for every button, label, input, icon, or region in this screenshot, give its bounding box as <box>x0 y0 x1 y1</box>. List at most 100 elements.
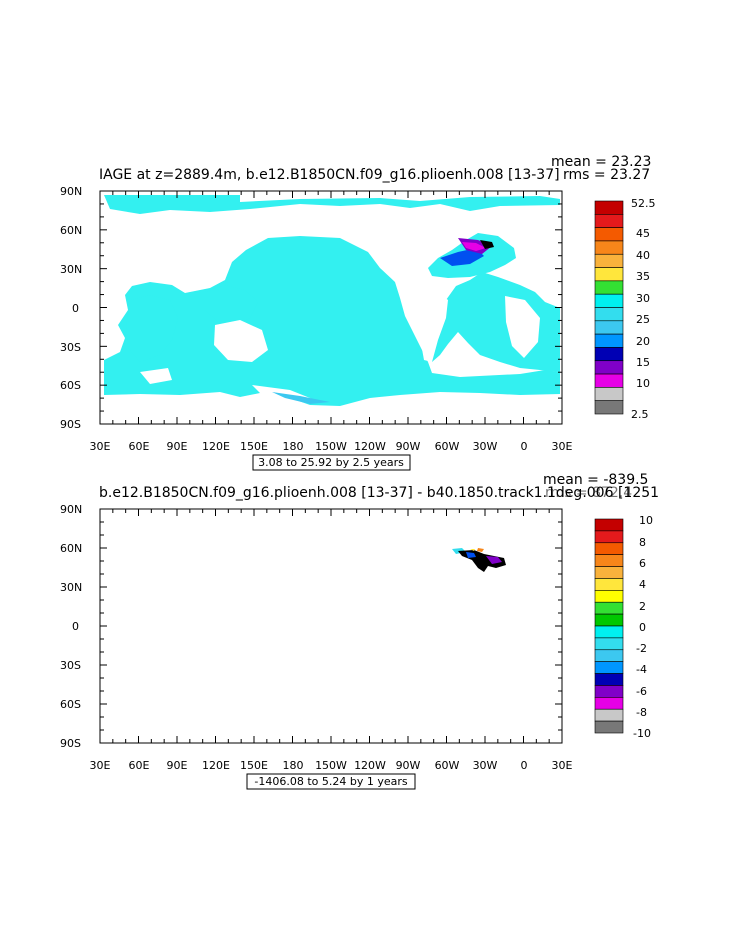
colorbar-swatch <box>594 697 624 710</box>
colorbar-swatch <box>594 333 624 348</box>
colorbar-swatch <box>594 542 624 555</box>
atlantic-anomaly-black <box>480 240 494 249</box>
indian-land <box>170 245 222 282</box>
lon-label: 60E <box>129 440 150 453</box>
lat-label: 60N <box>60 224 82 237</box>
lon-label: 30W <box>473 759 498 772</box>
colorbar-swatch <box>594 280 624 295</box>
panel-2-colorbar-labels: 10 8 6 4 2 0 -2 -4 -6 -8 -10 <box>633 514 653 740</box>
lat-label: 90N <box>60 185 82 198</box>
colorbar-swatch <box>594 578 624 591</box>
south-america <box>416 292 448 362</box>
panel-1-ticks <box>99 190 563 425</box>
atlantic-anomaly-blue <box>440 248 484 266</box>
colorbar-swatch <box>594 360 624 375</box>
panel-2-lat-axis: 90N 60N 30N 0 30S 60S 90S <box>60 503 82 750</box>
colorbar-swatch <box>594 601 624 615</box>
colorbar-swatch <box>594 400 624 415</box>
lat-label: 90N <box>60 503 82 516</box>
panel-2: b.e12.B1850CN.f09_g16.plioenh.008 [13-37… <box>60 472 659 790</box>
lon-label: 30E <box>552 440 573 453</box>
indian-ocean <box>126 295 178 362</box>
colorbar-swatch <box>594 227 624 242</box>
colorbar-swatch <box>594 554 624 567</box>
panel-2-range-text: -1406.08 to 5.24 by 1 years <box>254 775 408 788</box>
colorbar-swatch <box>594 200 624 215</box>
colorbar-swatch <box>594 637 624 651</box>
colorbar-label: 52.5 <box>631 197 656 210</box>
lat-label: 30N <box>60 581 82 594</box>
colorbar-swatch <box>594 267 624 282</box>
lon-label: 0 <box>521 440 528 453</box>
colorbar-swatch <box>594 307 624 322</box>
lat-label: 0 <box>72 302 79 315</box>
panel-2-title: b.e12.B1850CN.f09_g16.plioenh.008 [13-37… <box>99 485 659 501</box>
lat-label: 60S <box>60 698 81 711</box>
colorbar-label: 35 <box>636 270 650 283</box>
colorbar-swatch <box>594 240 624 255</box>
panel-1-range-box <box>252 454 411 471</box>
colorbar-swatch <box>594 293 624 308</box>
lon-label: 60W <box>435 759 460 772</box>
panel-1: IAGE at z=2889.4m, b.e12.B1850CN.f09_g16… <box>60 154 656 471</box>
panel-2-ticks <box>99 508 563 744</box>
lat-label: 30S <box>60 659 81 672</box>
lon-label: 30W <box>473 440 498 453</box>
lon-label: 120W <box>354 440 386 453</box>
anomaly-purple <box>486 556 502 564</box>
lon-label: 150W <box>315 440 347 453</box>
lat-label: 90S <box>60 737 81 750</box>
colorbar-label: 2 <box>639 600 646 613</box>
colorbar-label: 30 <box>636 292 650 305</box>
colorbar-swatch <box>594 518 624 532</box>
panel-2-mean: mean = -839.5 <box>543 472 648 488</box>
anomaly-blue <box>466 552 476 558</box>
panel-2-frame <box>99 508 563 744</box>
colorbar-swatch <box>594 661 624 674</box>
atlantic-ocean <box>432 272 560 372</box>
lat-label: 90S <box>60 418 81 431</box>
colorbar-swatch <box>594 685 624 698</box>
lon-label: 150W <box>315 759 347 772</box>
antarctic-coast-1 <box>140 368 172 384</box>
lon-label: 90W <box>396 440 421 453</box>
colorbar-swatch <box>594 347 624 362</box>
panel-2-rms: rms = 872.4 <box>545 485 632 501</box>
north-america-gap <box>372 225 430 268</box>
colorbar-label: -6 <box>636 685 647 698</box>
lon-label: 150E <box>240 759 268 772</box>
panel-1-title: IAGE at z=2889.4m, b.e12.B1850CN.f09_g16… <box>99 167 560 183</box>
panel-1-rms: rms = 23.27 <box>563 167 650 183</box>
lat-label: 30S <box>60 341 81 354</box>
anomaly-yellow <box>470 549 475 551</box>
lon-label: 180 <box>283 759 304 772</box>
colorbar-swatch <box>594 373 624 388</box>
panel-1-colorbar <box>594 200 624 415</box>
colorbar-label: 8 <box>639 536 646 549</box>
colorbar-swatch <box>594 613 624 627</box>
panel-2-colorbar <box>594 518 624 734</box>
colorbar-label: 15 <box>636 356 650 369</box>
lat-label: 30N <box>60 263 82 276</box>
lat-label: 60N <box>60 542 82 555</box>
colorbar-label: -8 <box>636 706 647 719</box>
colorbar-label: -4 <box>636 663 647 676</box>
colorbar-label: 6 <box>639 557 646 570</box>
panel-2-lon-axis: 30E 60E 90E 120E 150E 180 150W 120W 90W … <box>90 759 573 772</box>
lon-label: 30E <box>90 440 111 453</box>
anomaly-orange <box>477 548 484 552</box>
lon-label: 60W <box>435 440 460 453</box>
panel-1-mean: mean = 23.23 <box>551 154 651 170</box>
colorbar-swatch <box>594 253 624 268</box>
lon-label: 30E <box>552 759 573 772</box>
colorbar-swatch <box>594 625 624 639</box>
colorbar-swatch <box>594 590 624 603</box>
lon-label: 90W <box>396 759 421 772</box>
west-pacific <box>205 285 258 325</box>
colorbar-swatch <box>594 673 624 686</box>
panel-2-map <box>452 548 506 572</box>
colorbar-label: 40 <box>636 249 650 262</box>
lon-label: 120E <box>202 759 230 772</box>
panel-1-colorbar-labels: 52.5 45 40 35 30 25 20 15 10 2.5 <box>631 197 656 421</box>
